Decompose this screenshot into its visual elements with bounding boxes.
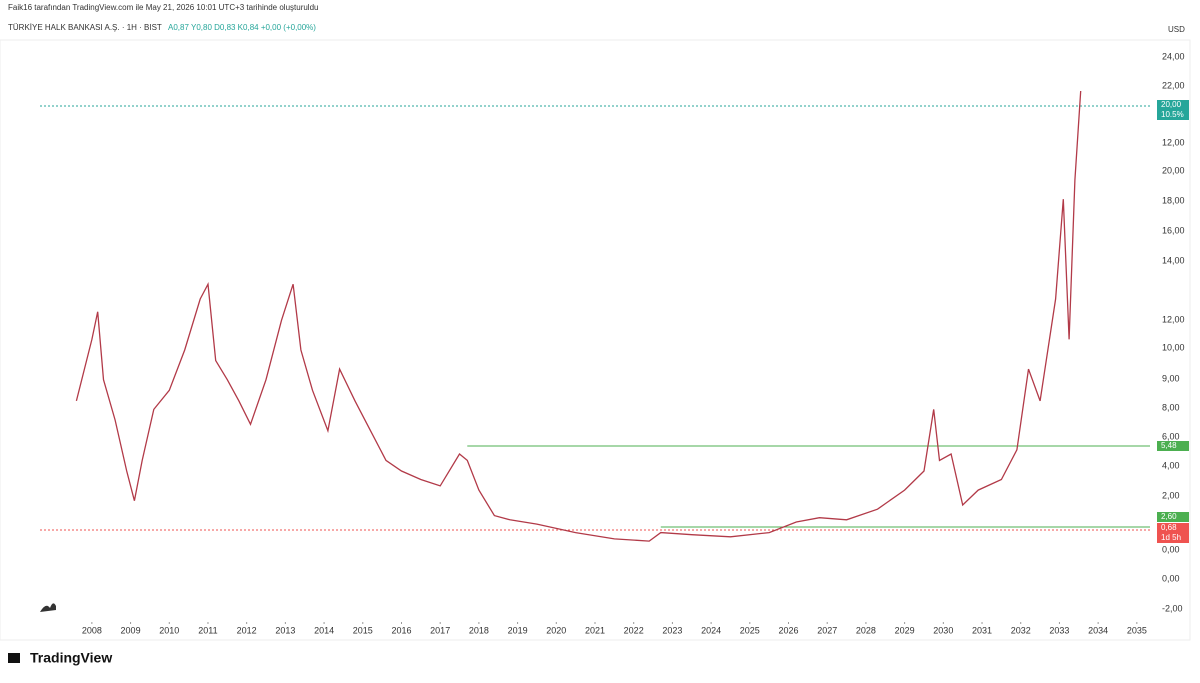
price-scale-label: 10,00 — [1162, 342, 1185, 352]
x-tick-label: 2031 — [972, 625, 992, 635]
price-scale-label: 0,00 — [1162, 573, 1180, 583]
price-tag — [1157, 512, 1189, 522]
price-scale-label: 20,00 — [1162, 165, 1185, 175]
price-tag — [1157, 110, 1189, 120]
price-scale-label: 24,00 — [1162, 51, 1185, 61]
price-scale-label: 4,00 — [1162, 460, 1180, 470]
x-tick-label: 2034 — [1088, 625, 1108, 635]
price-scale-label: 6,00 — [1162, 431, 1180, 441]
credit: Faik16 tarafından TradingView.com ile Ma… — [8, 3, 318, 12]
price-scale-label: 9,00 — [1162, 373, 1180, 383]
x-tick-label: 2024 — [701, 625, 721, 635]
price-scale-label: 12,00 — [1162, 314, 1185, 324]
price-scale-label: -2,00 — [1162, 603, 1183, 613]
price-line — [75, 90, 1082, 542]
x-tick-label: 2028 — [856, 625, 876, 635]
x-tick-label: 2033 — [1049, 625, 1069, 635]
x-tick-label: 2021 — [585, 625, 605, 635]
price-scale-label: 8,00 — [1162, 402, 1180, 412]
x-tick-label: 2023 — [662, 625, 682, 635]
price-scale-label: 14,00 — [1162, 255, 1185, 265]
x-tick-label: 2012 — [237, 625, 257, 635]
x-tick-label: 2027 — [817, 625, 837, 635]
x-tick-label: 2022 — [624, 625, 644, 635]
currency: USD — [1168, 25, 1185, 34]
price-tag — [1157, 100, 1189, 110]
x-tick-label: 2009 — [121, 625, 141, 635]
x-tick-label: 2035 — [1127, 625, 1147, 635]
x-tick-label: 2011 — [198, 625, 217, 635]
x-tick-label: 2014 — [314, 625, 334, 635]
ohlc: A0,87 Y0,80 D0,83 K0,84 +0,00 (+0,00%) — [168, 23, 316, 32]
x-tick-label: 2016 — [391, 625, 411, 635]
price-tag-text: 1d 5h — [1161, 533, 1181, 542]
x-tick-label: 2025 — [740, 625, 760, 635]
x-tick-label: 2029 — [895, 625, 915, 635]
x-tick-label: 2017 — [430, 625, 450, 635]
x-tick-label: 2015 — [353, 625, 373, 635]
x-tick-label: 2019 — [508, 625, 528, 635]
brand: TradingView — [8, 650, 112, 666]
price-tag — [1157, 533, 1189, 543]
x-tick-label: 2026 — [778, 625, 798, 635]
x-tick-label: 2030 — [933, 625, 953, 635]
price-scale-label: 12,00 — [1162, 137, 1185, 147]
price-scale-label: 16,00 — [1162, 225, 1185, 235]
price-tag-text: 0,68 — [1161, 523, 1177, 532]
price-tag-text: 2,60 — [1161, 512, 1177, 521]
x-tick-label: 2010 — [159, 625, 179, 635]
price-scale-label: 2,00 — [1162, 490, 1180, 500]
brand-name: TradingView — [30, 650, 112, 666]
brand-icon — [8, 653, 20, 663]
x-tick-label: 2020 — [546, 625, 566, 635]
price-scale-label: 18,00 — [1162, 195, 1185, 205]
x-tick-label: 2008 — [82, 625, 102, 635]
x-tick-label: 2013 — [275, 625, 295, 635]
price-scale-label: 22,00 — [1162, 80, 1185, 90]
plot-border — [0, 39, 1191, 641]
logo-icon — [40, 603, 56, 612]
price-tag-text: 10.5% — [1161, 110, 1184, 119]
price-tag — [1157, 441, 1189, 451]
price-tag — [1157, 523, 1189, 533]
price-tag-text: 5,48 — [1161, 441, 1177, 450]
x-tick-label: 2032 — [1011, 625, 1031, 635]
price-scale-label: 0,00 — [1162, 544, 1180, 554]
x-tick-label: 2018 — [469, 625, 489, 635]
symbol: TÜRKİYE HALK BANKASI A.Ş. · 1H · BIST — [8, 23, 162, 32]
price-tag-text: 20,00 — [1161, 100, 1182, 109]
